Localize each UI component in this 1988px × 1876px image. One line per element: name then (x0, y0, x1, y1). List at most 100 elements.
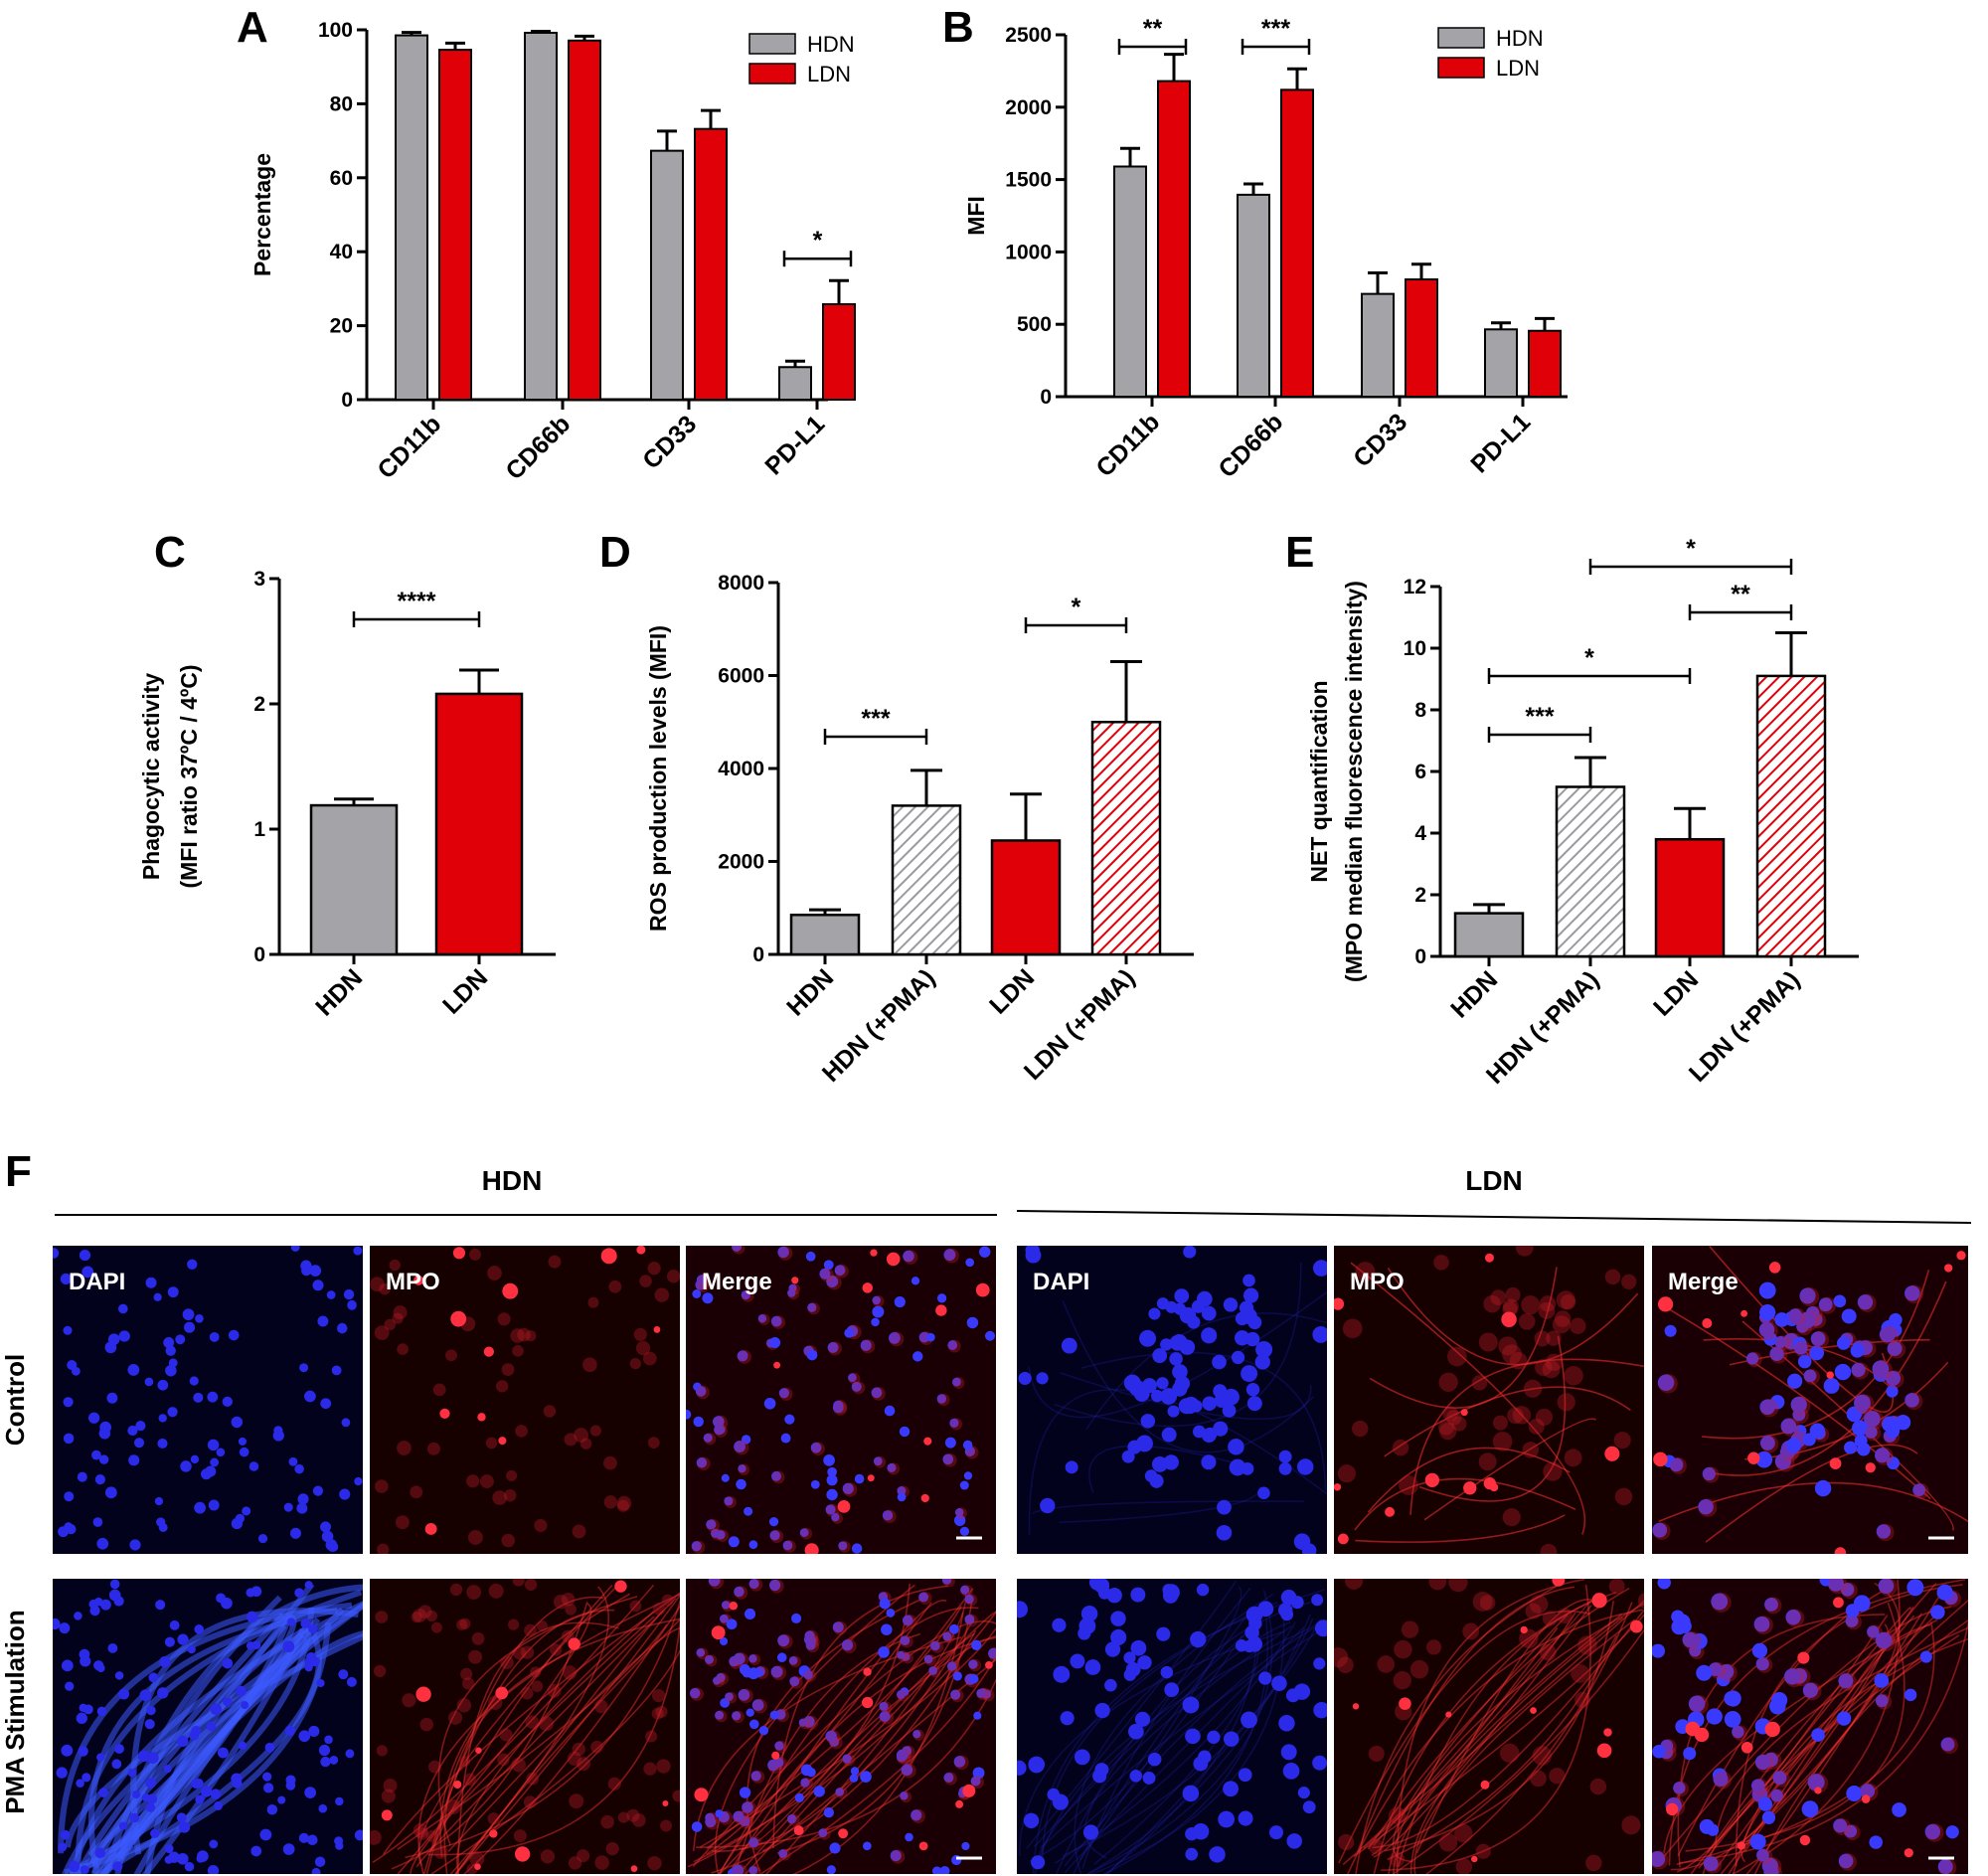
nucleus (129, 1812, 140, 1823)
nucleus (800, 1764, 813, 1777)
mpo-cell (880, 1710, 895, 1725)
nucleus (146, 1705, 156, 1716)
mpo-cell (1388, 1806, 1407, 1825)
nucleus (849, 1774, 859, 1783)
micro-tile-1-0-2: Merge (1652, 1246, 1968, 1554)
nucleus (1080, 1605, 1098, 1622)
mpo-cell (1769, 1346, 1788, 1364)
nucleus (826, 1488, 838, 1501)
mpo-cell (1876, 1693, 1893, 1710)
mpo-cell (918, 1592, 932, 1605)
nucleus (338, 1669, 349, 1680)
y-tick-label: 8 (1414, 699, 1426, 722)
mpo-cell (507, 1619, 520, 1630)
bar (438, 49, 472, 401)
nucleus (312, 1279, 324, 1291)
mpo-cell (513, 1829, 527, 1843)
mpo-spot (837, 1499, 851, 1513)
net-strand (1028, 1290, 1327, 1419)
micro-background (1334, 1579, 1644, 1874)
nucleus (1148, 1307, 1161, 1320)
mpo-cell (976, 1688, 990, 1701)
mpo-cell (1788, 1307, 1806, 1325)
nucleus (897, 1492, 907, 1502)
nucleus (1906, 1579, 1924, 1597)
nucleus (1088, 1579, 1105, 1591)
nucleus (327, 1542, 337, 1552)
mpo-cell (1490, 1289, 1507, 1305)
nucleus (1190, 1630, 1207, 1648)
mpo-cell (467, 1530, 483, 1545)
nucleus (1836, 1711, 1852, 1726)
nucleus (289, 1527, 301, 1539)
nucleus (1218, 1810, 1236, 1828)
nucleus (60, 1829, 71, 1840)
nucleus (1703, 1856, 1719, 1872)
nucleus (1130, 1639, 1147, 1656)
mpo-cell (1732, 1725, 1748, 1741)
mpo-cell (1658, 1373, 1678, 1394)
nucleus (144, 1377, 154, 1387)
nucleus (155, 1600, 166, 1611)
mpo-cell (639, 1275, 652, 1287)
nucleus (1242, 1274, 1255, 1287)
nucleus (300, 1618, 311, 1629)
mpo-cell (897, 1689, 910, 1702)
nucleus (968, 1673, 979, 1684)
mpo-cell (1704, 1855, 1723, 1874)
mpo-cell (1854, 1394, 1875, 1415)
nucleus (851, 1543, 863, 1554)
nucleus (193, 1392, 204, 1403)
mpo-cell (468, 1649, 483, 1664)
nucleus (1673, 1782, 1686, 1794)
nucleus (1688, 1695, 1706, 1713)
mpo-cell (1770, 1789, 1787, 1804)
mpo-cell (713, 1675, 725, 1688)
nucleus (746, 1708, 754, 1717)
nucleus (1286, 1833, 1302, 1849)
nucleus (222, 1657, 234, 1669)
nucleus (308, 1725, 320, 1738)
nucleus (1241, 1365, 1258, 1383)
mpo-cell (1451, 1416, 1467, 1432)
nucleus (954, 1507, 964, 1517)
mpo-cell (1839, 1853, 1857, 1871)
sig-label: *** (861, 705, 890, 733)
nucleus (242, 1506, 251, 1516)
mpo-cell (903, 1250, 918, 1265)
nucleus (806, 1349, 818, 1361)
mpo-cell (705, 1815, 720, 1830)
nucleus (187, 1644, 196, 1654)
nucleus (1070, 1653, 1085, 1669)
mpo-cell (466, 1474, 480, 1488)
mpo-cell (1652, 1850, 1669, 1870)
nucleus (936, 1293, 947, 1303)
mpo-cell (769, 1529, 784, 1543)
nucleus (842, 1754, 852, 1764)
nucleus (145, 1802, 156, 1812)
nucleus (1854, 1394, 1871, 1412)
mpo-cell (777, 1246, 793, 1261)
mpo-spot (1740, 1741, 1753, 1754)
nucleus (713, 1676, 722, 1685)
nucleus (209, 1839, 219, 1849)
nucleus (334, 1836, 344, 1846)
nucleus (1810, 1331, 1826, 1347)
mpo-cell (1751, 1778, 1768, 1795)
mpo-cell (672, 1790, 680, 1802)
nucleus (1885, 1370, 1901, 1386)
mpo-cell (1799, 1286, 1820, 1307)
nucleus (304, 1787, 317, 1798)
nucleus (741, 1435, 751, 1445)
nucleus (768, 1516, 779, 1527)
nucleus (941, 1579, 952, 1585)
mpo-cell (943, 1248, 959, 1264)
nucleus (129, 1539, 141, 1551)
nucleus (222, 1396, 233, 1408)
nucleus (1312, 1260, 1327, 1277)
nucleus (145, 1277, 157, 1288)
mpo-cell (692, 1540, 706, 1554)
nucleus (1023, 1812, 1040, 1829)
nucleus (306, 1834, 318, 1846)
nucleus (902, 1615, 913, 1626)
